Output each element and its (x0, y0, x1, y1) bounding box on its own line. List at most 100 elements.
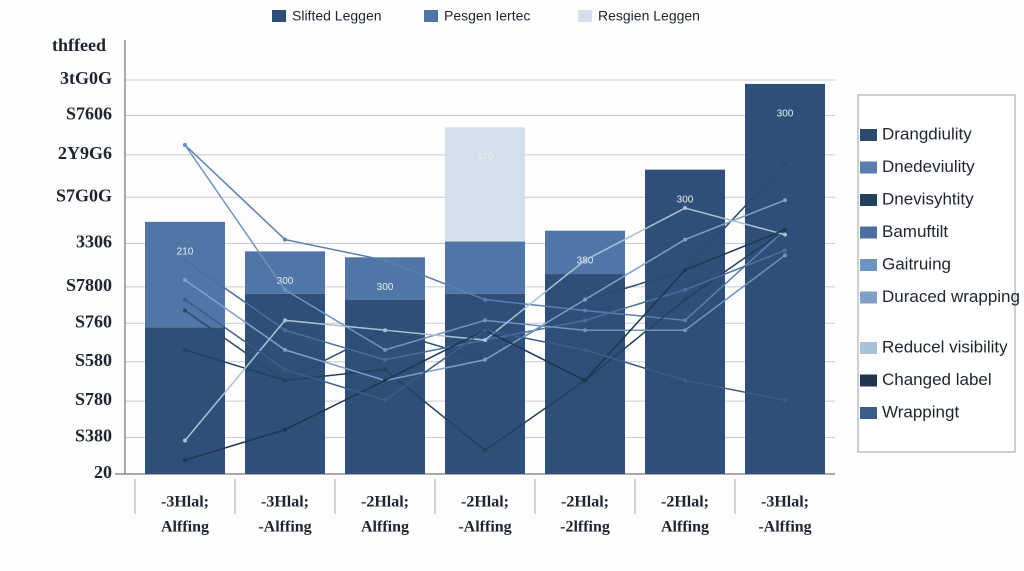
line-point (583, 297, 587, 302)
line-point (283, 427, 287, 432)
bar-annotation: 370 (477, 152, 494, 163)
line-point (483, 448, 487, 453)
legend-swatch (860, 374, 877, 387)
line-point (183, 308, 187, 313)
bar-segment (445, 241, 525, 294)
bar-segment (345, 257, 425, 300)
line-point (283, 318, 287, 323)
legend-swatch (860, 129, 877, 141)
legend-box (857, 94, 1016, 453)
bar-segment (245, 251, 325, 294)
legend-label: Wrappingt (882, 402, 959, 421)
legend-label: Drangdiulity (882, 124, 972, 143)
legend-label: Dnevisyhtity (882, 189, 974, 208)
line-point (383, 357, 387, 362)
bar-segment (245, 293, 325, 474)
legend-swatch (860, 161, 877, 174)
legend-swatch (272, 10, 286, 22)
legend-swatch (860, 407, 877, 419)
legend-label: Reducel visibility (882, 337, 1008, 356)
bar-annotation: 300 (377, 282, 394, 293)
legend-swatch (860, 342, 877, 354)
bar-annotation: 300 (677, 194, 694, 205)
line-point (383, 347, 387, 352)
line-point (783, 398, 787, 403)
line-point (183, 297, 187, 302)
line-point (483, 338, 487, 343)
legend-label: Duraced wrapping (882, 287, 1020, 306)
line-point (683, 268, 687, 273)
y-tick-label: S760 (75, 311, 112, 331)
line-point (283, 378, 287, 383)
bar-segment (345, 299, 425, 474)
x-tick-label: -2Hlal; (461, 494, 509, 511)
line-point (783, 248, 787, 253)
line-point (283, 287, 287, 292)
legend-label: Changed label (882, 370, 992, 389)
line-point (283, 367, 287, 372)
line-point (683, 206, 687, 211)
y-tick-label: S7800 (66, 275, 112, 295)
line-point (483, 318, 487, 323)
line-point (683, 328, 687, 333)
bar-segment (545, 230, 625, 275)
line-point (783, 198, 787, 203)
line-point (283, 328, 287, 333)
bar-annotation: 210 (177, 246, 194, 257)
x-tick-label: -2lffing (560, 519, 610, 536)
y-tick-label: 20 (94, 462, 112, 482)
x-tick-label: -Alffing (458, 519, 511, 536)
line-point (483, 357, 487, 362)
y-tick-label: S380 (75, 426, 112, 446)
line-point (583, 328, 587, 333)
x-tick-label: -2Hlal; (661, 494, 709, 511)
line-point (583, 258, 587, 263)
x-tick-label: Alffing (661, 519, 709, 536)
line-point (783, 161, 787, 166)
line-point (383, 328, 387, 333)
legend-swatch (860, 226, 877, 239)
y-tick-label: 3tG0G (60, 68, 112, 88)
x-tick-label: -2Hlal; (561, 494, 609, 511)
x-tick-label: -3Hlal; (161, 494, 209, 511)
x-tick-label: -3Hlal; (261, 494, 309, 511)
x-tick-label: -Alffing (758, 519, 811, 536)
line-point (183, 143, 187, 148)
line-point (383, 398, 387, 403)
y-tick-label: S7606 (66, 104, 112, 124)
legend-swatch (578, 10, 592, 22)
line-point (783, 253, 787, 258)
bar-annotation: 300 (777, 109, 794, 120)
line-point (583, 347, 587, 352)
bar-annotation: 300 (277, 276, 294, 287)
y-tick-label: S7G0G (56, 185, 112, 205)
y-tick-label: 3306 (76, 232, 112, 252)
line-point (183, 458, 187, 463)
x-tick-label: -Alffing (258, 519, 311, 536)
legend-label: Gaitruing (882, 254, 951, 273)
line-point (683, 287, 687, 292)
legend-label: Slifted Leggen (292, 8, 382, 24)
line-point (683, 378, 687, 383)
line-point (183, 347, 187, 352)
line-point (383, 378, 387, 383)
y-tick-label: S580 (75, 350, 112, 370)
line-point (183, 258, 187, 263)
line-point (183, 277, 187, 282)
line-point (483, 297, 487, 302)
x-tick-label: Alffing (361, 519, 409, 536)
line-point (583, 318, 587, 323)
line-point (783, 232, 787, 237)
legend-label: Dnedeviulity (882, 157, 975, 176)
y-axis-title: thffeed (52, 35, 106, 55)
bar-segment (545, 274, 625, 474)
x-tick-label: -2Hlal; (361, 494, 409, 511)
line-point (683, 297, 687, 302)
line-point (183, 438, 187, 443)
line-point (383, 258, 387, 263)
legend-swatch (860, 194, 877, 206)
line-point (683, 318, 687, 323)
legend-label: Resgien Leggen (598, 8, 700, 24)
